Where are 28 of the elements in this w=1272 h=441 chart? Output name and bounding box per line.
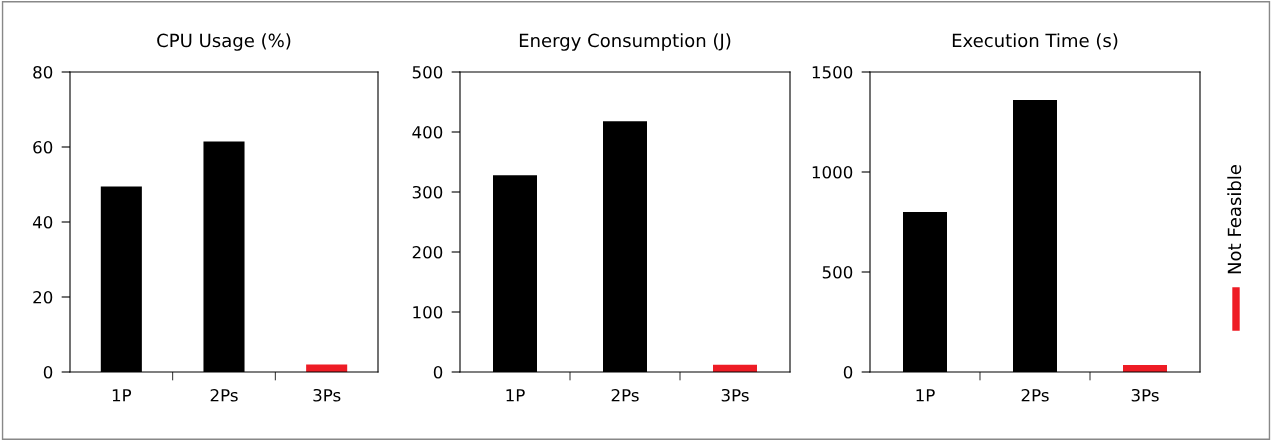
y-tick-label: 1000: [812, 165, 853, 179]
x-tick-label: 1P: [916, 389, 935, 402]
y-tick-label: 60: [33, 140, 53, 154]
y-tick-label: 0: [433, 365, 443, 379]
x-tick-label: 1P: [506, 389, 525, 402]
x-tick-label: 3Ps: [313, 388, 341, 402]
y-tick-label: 80: [33, 65, 53, 79]
y-tick-label: 1500: [812, 65, 853, 79]
x-tick-label: 2Ps: [210, 388, 238, 402]
y-tick-label: 400: [412, 125, 443, 139]
y-tick-label: 200: [412, 245, 443, 259]
chart-title: Energy Consumption (J): [519, 33, 731, 51]
chart-title: Execution Time (s): [952, 33, 1118, 50]
x-tick-label: 2Ps: [1021, 388, 1049, 402]
y-tick-label: 40: [32, 215, 53, 229]
x-tick-label: 2Ps: [611, 388, 639, 402]
y-tick-label: 0: [843, 365, 853, 379]
y-tick-label: 300: [412, 185, 443, 199]
y-tick-label: 500: [822, 265, 853, 279]
x-tick-label: 3Ps: [1131, 388, 1159, 402]
text: Not Feasible: [1227, 165, 1242, 274]
x-tick-label: 1P: [112, 389, 132, 402]
y-tick-label: 500: [412, 65, 443, 79]
y-tick-label: 20: [33, 290, 53, 304]
y-tick-label: 100: [413, 305, 443, 319]
y-tick-label: 0: [43, 365, 53, 379]
x-tick-label: 3Ps: [721, 388, 749, 402]
chart-title: CPU Usage (%): [157, 33, 291, 51]
